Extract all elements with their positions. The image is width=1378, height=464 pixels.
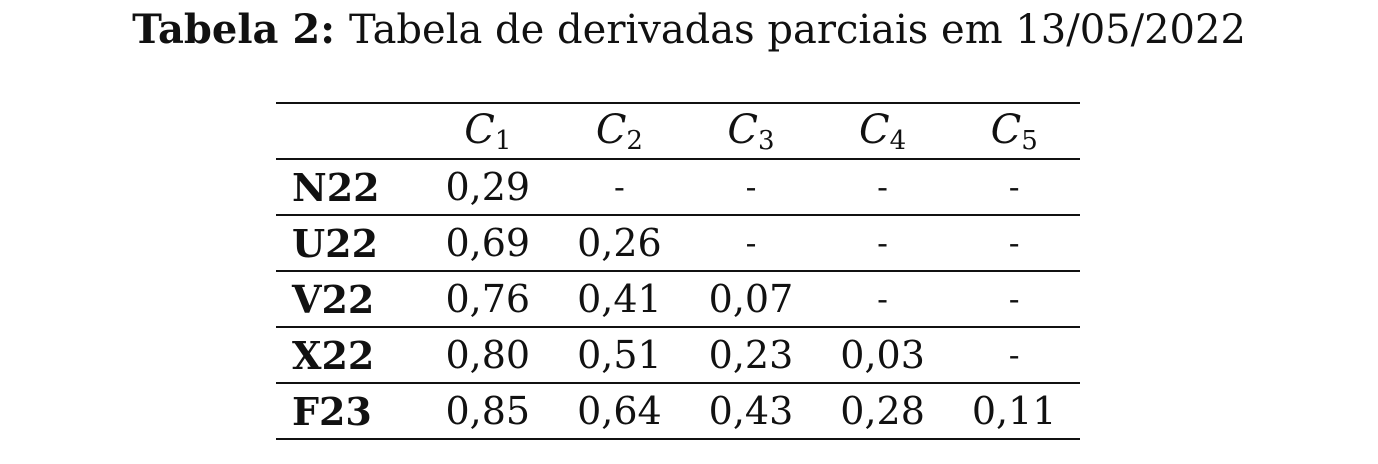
- table-cell: -: [816, 159, 949, 216]
- table-cell: -: [948, 215, 1080, 272]
- caption-label: Tabela 2:: [132, 6, 335, 53]
- column-header: C4: [816, 102, 949, 160]
- table-cell: 0,07: [685, 271, 817, 328]
- table-cell: 0,29: [422, 159, 554, 216]
- row-label: U22: [276, 215, 422, 272]
- table-cell: -: [948, 271, 1080, 328]
- table-row: N22 0,29 - - - -: [276, 159, 1080, 216]
- table-cell: 0,26: [553, 215, 686, 272]
- caption-text: Tabela de derivadas parciais em 13/05/20…: [349, 7, 1246, 53]
- row-label: X22: [276, 327, 422, 384]
- table-cell: -: [816, 271, 949, 328]
- table-cell: -: [948, 159, 1080, 216]
- table-cell: -: [553, 159, 686, 216]
- table-cell: -: [948, 327, 1080, 384]
- table-cell: 0,41: [553, 271, 686, 328]
- table-cell: 0,69: [422, 215, 554, 272]
- row-label: V22: [276, 271, 422, 328]
- table-row: X22 0,80 0,51 0,23 0,03 -: [276, 327, 1080, 384]
- partial-derivatives-table: C1 C2 C3 C4 C5 N22 0,29 - - - - U22 0,69…: [276, 102, 1080, 440]
- table-caption: Tabela 2: Tabela de derivadas parciais em…: [0, 4, 1378, 56]
- table-row: V22 0,76 0,41 0,07 - -: [276, 271, 1080, 328]
- table-cell: 0,28: [816, 383, 949, 440]
- column-header: C1: [422, 102, 554, 160]
- table-cell: 0,11: [948, 383, 1080, 440]
- row-label: F23: [276, 383, 422, 440]
- table-cell: -: [685, 215, 817, 272]
- row-label: N22: [276, 159, 422, 216]
- table-cell: 0,76: [422, 271, 554, 328]
- table-cell: 0,43: [685, 383, 817, 440]
- table-cell: 0,80: [422, 327, 554, 384]
- column-header: C2: [553, 102, 686, 160]
- table-cell: 0,85: [422, 383, 554, 440]
- table-cell: 0,51: [553, 327, 686, 384]
- table-row: F23 0,85 0,64 0,43 0,28 0,11: [276, 383, 1080, 440]
- table-cell: 0,03: [816, 327, 949, 384]
- table-row: U22 0,69 0,26 - - -: [276, 215, 1080, 272]
- header-row: C1 C2 C3 C4 C5: [276, 102, 1080, 160]
- corner-cell: [276, 102, 422, 160]
- table-cell: 0,64: [553, 383, 686, 440]
- table-cell: -: [685, 159, 817, 216]
- table-cell: -: [816, 215, 949, 272]
- column-header: C5: [948, 102, 1080, 160]
- column-header: C3: [685, 102, 817, 160]
- table-cell: 0,23: [685, 327, 817, 384]
